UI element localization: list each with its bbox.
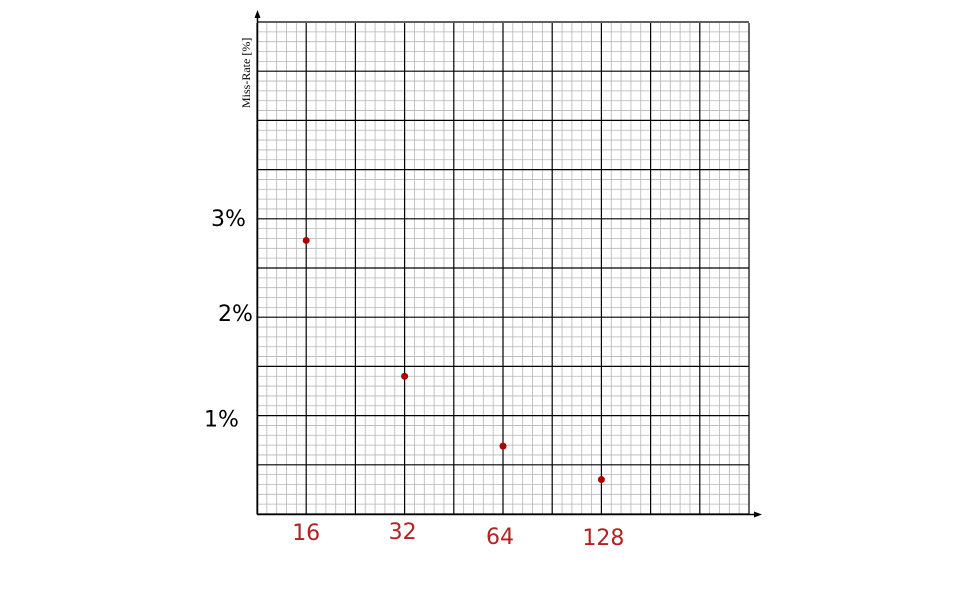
x-tick-label: 32 <box>389 520 417 545</box>
data-point <box>499 442 507 450</box>
data-point <box>597 476 605 484</box>
x-tick-label: 128 <box>582 526 624 551</box>
x-tick-labels: 16 32 64 128 <box>292 520 624 551</box>
y-tick-label: 3% <box>211 207 246 232</box>
data-point <box>302 236 310 244</box>
y-axis-arrow <box>254 10 261 18</box>
y-tick-label: 1% <box>204 408 239 433</box>
data-points <box>302 236 605 484</box>
axes <box>254 10 762 518</box>
x-axis-arrow <box>754 511 762 518</box>
y-tick-labels: 1% 2% 3% <box>204 207 253 433</box>
y-axis-title: Miss-Rate [%] <box>239 38 253 108</box>
major-grid <box>256 21 750 515</box>
x-tick-label: 16 <box>292 521 320 546</box>
y-tick-label: 2% <box>218 302 253 327</box>
x-tick-label: 64 <box>486 525 514 550</box>
data-point <box>401 372 409 380</box>
